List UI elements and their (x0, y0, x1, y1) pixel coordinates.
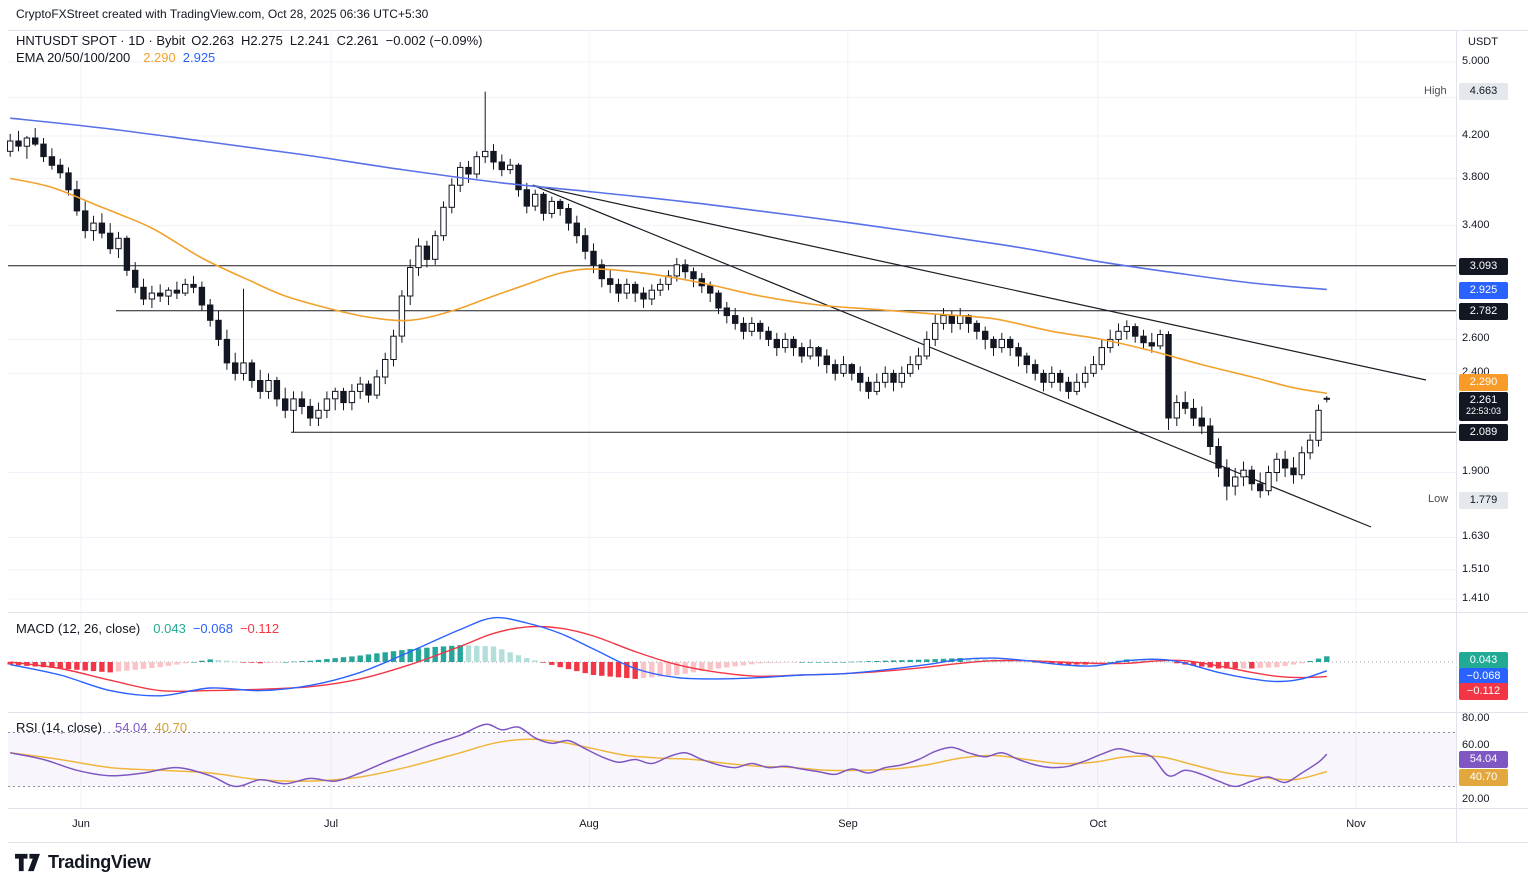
price-tick-label: 3.400 (1462, 219, 1490, 231)
high-price-badge: 4.663 (1459, 83, 1508, 100)
time-axis-label: Jul (323, 818, 339, 830)
price-tick-label: 4.200 (1462, 129, 1490, 141)
macd-line-badge: −0.068 (1459, 668, 1508, 685)
macd-signal-value: −0.112 (239, 621, 280, 636)
rsi-band-fill (8, 732, 1456, 787)
brand-wordmark: TradingView (48, 852, 151, 872)
time-axis-label: Jun (72, 818, 90, 830)
time-axis-label: Aug (579, 818, 599, 830)
rsi-line[interactable] (10, 723, 1328, 788)
ohlc-open-value: 2.263 (201, 33, 234, 48)
attribution-text: CryptoFXStreet created with TradingView.… (16, 7, 429, 21)
rsi-tick-label: 60.00 (1462, 739, 1490, 751)
macd-signal-line[interactable] (10, 625, 1327, 693)
bar-countdown: 22:53:03 (1465, 406, 1502, 416)
last-price-badge: 2.261 22:53:03 (1459, 392, 1508, 421)
price-tick-label: 5.000 (1462, 55, 1490, 67)
macd-line[interactable] (10, 616, 1328, 697)
low-marker-label: Low (1428, 493, 1449, 505)
rsi-legend[interactable]: RSI (14, close) 54.04 40.70 (16, 720, 187, 735)
ohlc-low-label: L (289, 33, 298, 48)
ohlc-close-value: 2.261 (346, 33, 379, 48)
macd-signal-badge: −0.112 (1459, 683, 1508, 700)
ema-20-line[interactable] (10, 177, 1327, 395)
macd-label[interactable]: MACD (12, 26, close) (16, 621, 141, 636)
high-marker-label: High (1424, 85, 1447, 97)
price-scale-currency[interactable]: USDT (1468, 36, 1498, 48)
last-price-value: 2.261 (1469, 394, 1498, 406)
candles[interactable] (7, 91, 1330, 501)
time-axis-label: Nov (1346, 818, 1366, 830)
ema-20-value: 2.290 (143, 50, 176, 65)
ema-200-line[interactable] (10, 117, 1327, 291)
trendlines[interactable] (532, 184, 1427, 528)
symbol-legend[interactable]: HNTUSDT SPOT · 1D · Bybit O2.263 H2.275 L2.… (16, 33, 482, 48)
low-price-badge: 1.779 (1459, 492, 1508, 509)
time-axis-label: Oct (1089, 818, 1107, 830)
ohlc-close-label: C (336, 33, 347, 48)
rsi-value-badge: 54.04 (1459, 751, 1508, 768)
ohlc-high-value: 2.275 (250, 33, 283, 48)
resistance-2-badge: 2.782 (1459, 303, 1508, 320)
price-tick-label: 1.510 (1462, 563, 1490, 575)
change-value: −0.002 (−0.09%) (385, 33, 483, 48)
price-tick-label: 3.800 (1462, 171, 1490, 183)
resistance-1-badge: 3.093 (1459, 258, 1508, 275)
price-tick-label: 1.630 (1462, 530, 1490, 542)
rsi-ma-value: 40.70 (154, 720, 188, 735)
rsi-value: 54.04 (114, 720, 148, 735)
ohlc-low-value: 2.241 (297, 33, 330, 48)
macd-hist-badge: 0.043 (1459, 652, 1508, 669)
ohlc-high-label: H (240, 33, 251, 48)
tradingview-logo-icon[interactable] (14, 851, 41, 874)
time-axis-label: Sep (838, 818, 858, 830)
price-tick-label: 1.900 (1462, 465, 1490, 477)
gridlines (8, 30, 1456, 808)
symbol-title[interactable]: HNTUSDT SPOT · 1D · Bybit (16, 33, 186, 48)
rsi-tick-label: 20.00 (1462, 793, 1490, 805)
rsi-ma-badge: 40.70 (1459, 769, 1508, 786)
rsi-tick-label: 80.00 (1462, 712, 1490, 724)
macd-line-value: −0.068 (192, 621, 233, 636)
rsi-label[interactable]: RSI (14, close) (16, 720, 102, 735)
footer-brand[interactable]: TradingView (14, 851, 151, 874)
price-tick-label: 1.410 (1462, 592, 1490, 604)
ema-20-badge: 2.290 (1459, 374, 1508, 391)
ohlc-open-label: O (191, 33, 202, 48)
macd-legend[interactable]: MACD (12, 26, close) 0.043 −0.068 −0.112 (16, 621, 279, 636)
ema-label[interactable]: EMA 20/50/100/200 (16, 50, 131, 65)
ema-200-badge: 2.925 (1459, 282, 1508, 299)
macd-histogram (7, 645, 1330, 679)
ema-200-value: 2.925 (182, 50, 216, 65)
ema-legend[interactable]: EMA 20/50/100/200 2.290 2.925 (16, 50, 215, 65)
macd-hist-value: 0.043 (153, 621, 186, 636)
support-1-badge: 2.089 (1459, 424, 1508, 441)
price-tick-label: 2.600 (1462, 332, 1490, 344)
